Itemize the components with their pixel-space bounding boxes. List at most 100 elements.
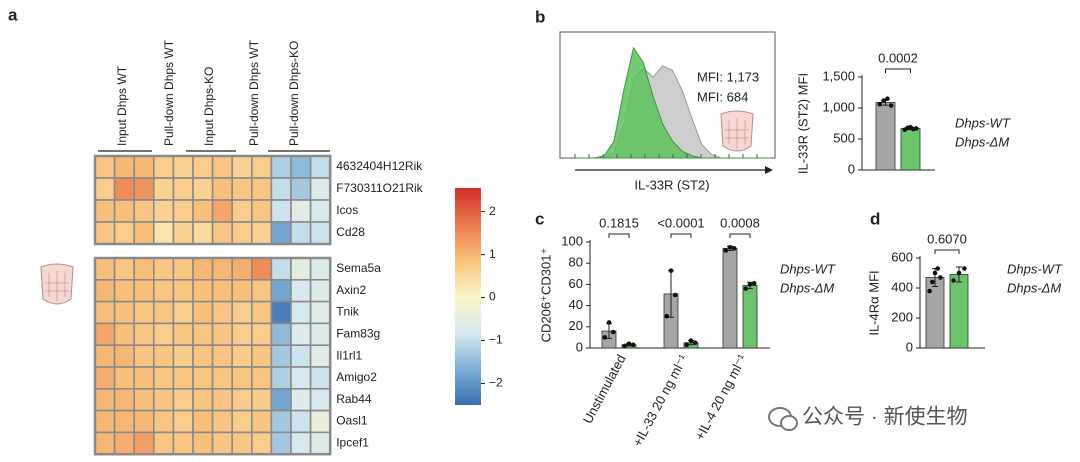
heatmap-cell bbox=[231, 322, 253, 346]
heatmap-cell bbox=[192, 199, 214, 223]
data-point bbox=[951, 278, 956, 283]
p-value: 0.1815 bbox=[599, 215, 639, 230]
density-curve bbox=[575, 46, 770, 159]
data-point bbox=[751, 281, 757, 286]
heatmap-cell bbox=[133, 155, 155, 179]
column-label: Input Dhps WT bbox=[115, 65, 129, 146]
column-label: Pull-down Dhps WT bbox=[162, 39, 176, 146]
heatmap-cell bbox=[113, 344, 135, 368]
heatmap-cell bbox=[133, 366, 155, 390]
data-point bbox=[606, 320, 612, 325]
heatmap-cell bbox=[270, 177, 292, 201]
data-point bbox=[743, 286, 749, 291]
heatmap-cell bbox=[231, 221, 253, 245]
heatmap-cell bbox=[231, 257, 253, 281]
data-point bbox=[692, 340, 698, 346]
heatmap-cell bbox=[231, 409, 253, 434]
data-point bbox=[602, 335, 608, 340]
heatmap-cell bbox=[251, 300, 273, 325]
heatmap-cell bbox=[172, 300, 194, 325]
y-tick-label: 0 bbox=[576, 339, 583, 354]
bar bbox=[722, 247, 738, 349]
y-tick-label: 200 bbox=[891, 309, 913, 324]
heatmap-cell bbox=[211, 300, 234, 325]
data-point bbox=[727, 245, 733, 250]
data-point bbox=[927, 288, 932, 294]
heatmap-cell bbox=[94, 199, 116, 223]
heatmap-cell bbox=[153, 366, 175, 390]
heatmap-cell bbox=[211, 221, 234, 245]
heatmap-cell bbox=[270, 366, 292, 390]
heatmap-cell bbox=[94, 322, 116, 346]
heatmap-cell bbox=[94, 409, 116, 434]
heatmap-cell bbox=[172, 366, 194, 390]
abdomen-icon bbox=[40, 263, 74, 305]
p-value: 0.0008 bbox=[720, 215, 760, 230]
heatmap-cell bbox=[290, 155, 312, 179]
heatmap-cell bbox=[153, 431, 175, 455]
heatmap-cell bbox=[113, 387, 135, 412]
bar bbox=[875, 102, 896, 171]
heatmap-cell bbox=[231, 366, 253, 390]
row-label: Il1rl1 bbox=[336, 348, 362, 362]
heatmap-cell bbox=[270, 431, 292, 455]
panel-label: d bbox=[870, 209, 880, 228]
colorbar-tick-label: −2 bbox=[489, 376, 503, 390]
heatmap-cell bbox=[133, 409, 155, 434]
heatmap-cell bbox=[211, 322, 234, 346]
heatmap-cell bbox=[133, 221, 155, 245]
heatmap-cell bbox=[290, 177, 312, 201]
data-point bbox=[956, 270, 962, 276]
heatmap-cell bbox=[153, 177, 175, 201]
column-label: Pull-down Dhps-KO bbox=[287, 41, 301, 146]
heatmap-cell bbox=[290, 387, 312, 412]
heatmap-cell bbox=[309, 278, 332, 303]
heatmap-cell bbox=[290, 300, 312, 325]
heatmap-cell bbox=[211, 199, 234, 223]
heatmap-cell bbox=[113, 322, 135, 346]
heatmap-cell bbox=[270, 300, 292, 325]
heatmap-cell bbox=[192, 431, 214, 455]
column-label: Pull-down Dhps WT bbox=[247, 39, 261, 146]
heatmap-cell bbox=[231, 431, 253, 455]
heatmap-cell bbox=[94, 155, 116, 179]
p-value: <0.0001 bbox=[657, 215, 704, 230]
heatmap-cell bbox=[309, 409, 332, 434]
data-point bbox=[626, 341, 632, 347]
heatmap-cell bbox=[192, 300, 214, 325]
data-point bbox=[668, 268, 674, 273]
data-point bbox=[630, 342, 636, 348]
legend-label: Dhps-WT bbox=[1007, 261, 1063, 276]
heatmap-cell bbox=[211, 155, 234, 179]
heatmap-cell bbox=[309, 366, 332, 390]
heatmap-cell bbox=[290, 257, 312, 281]
heatmap-cell bbox=[153, 344, 175, 368]
heatmap-cell bbox=[251, 155, 273, 179]
heatmap-cell bbox=[192, 322, 214, 346]
heatmap-cell bbox=[153, 257, 175, 281]
heatmap-cell bbox=[172, 409, 194, 434]
row-label: Icos bbox=[336, 203, 358, 217]
data-point bbox=[723, 248, 729, 253]
heatmap-cell bbox=[192, 278, 214, 303]
heatmap-cell bbox=[309, 221, 332, 245]
heatmap-cell bbox=[113, 278, 135, 303]
heatmap-cell bbox=[192, 177, 214, 201]
heatmap-cell bbox=[290, 431, 312, 455]
heatmap-cell bbox=[309, 431, 332, 455]
heatmap-cell bbox=[94, 431, 116, 455]
y-tick-label: 100 bbox=[561, 233, 583, 248]
row-label: Fam83g bbox=[336, 326, 380, 340]
data-point bbox=[938, 275, 943, 280]
annotation: MFI: 684 bbox=[697, 89, 748, 104]
row-label: Cd28 bbox=[336, 225, 365, 239]
y-tick-label: 600 bbox=[891, 249, 913, 264]
row-label: Ipcef1 bbox=[336, 435, 369, 449]
heatmap-cell bbox=[309, 344, 332, 368]
data-point bbox=[622, 343, 628, 349]
heatmap-cell bbox=[113, 177, 135, 201]
data-point bbox=[664, 313, 670, 319]
heatmap-cell bbox=[231, 387, 253, 412]
heatmap-cell bbox=[113, 155, 135, 179]
